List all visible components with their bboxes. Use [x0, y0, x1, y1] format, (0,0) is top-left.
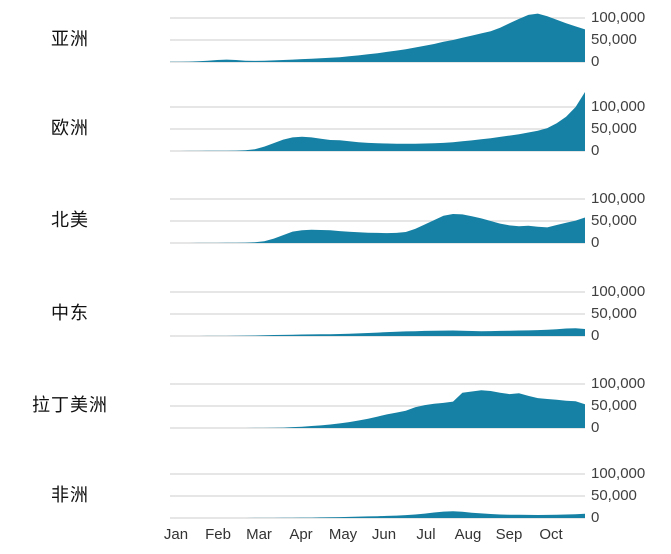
- region-label-africa: 非洲: [51, 485, 89, 505]
- y-tick-100000: 100,000: [591, 9, 646, 26]
- chart-row-africa: 非洲 100,000 50,000 0: [0, 458, 671, 526]
- region-label-middle-east: 中东: [51, 303, 89, 323]
- region-label-north-america: 北美: [51, 210, 89, 230]
- y-tick-0: 0: [591, 327, 600, 344]
- month-label-sep: Sep: [495, 526, 523, 543]
- y-tick-100000: 100,000: [591, 190, 646, 207]
- month-label-jun: Jun: [371, 526, 397, 543]
- y-axis-ticks: 100,000 50,000 0: [591, 281, 645, 347]
- y-axis-ticks: 100,000 50,000 0: [591, 7, 645, 73]
- area-plot-latin-america: [170, 383, 585, 429]
- y-tick-100000: 100,000: [591, 465, 646, 482]
- month-label-oct: Oct: [539, 526, 563, 543]
- y-tick-50000: 50,000: [591, 31, 637, 48]
- y-tick-0: 0: [591, 142, 600, 159]
- y-tick-100000: 100,000: [591, 283, 646, 300]
- y-tick-50000: 50,000: [591, 120, 637, 137]
- y-tick-100000: 100,000: [591, 375, 646, 392]
- month-label-apr: Apr: [289, 526, 313, 543]
- y-axis-ticks: 100,000 50,000 0: [591, 373, 645, 439]
- month-label-feb: Feb: [205, 526, 231, 543]
- y-tick-50000: 50,000: [591, 487, 637, 504]
- chart-row-asia: 亚洲 100,000 50,000 0: [0, 2, 671, 70]
- month-label-jan: Jan: [163, 526, 189, 543]
- region-label-latin-america: 拉丁美洲: [32, 395, 108, 415]
- y-tick-50000: 50,000: [591, 397, 637, 414]
- y-tick-50000: 50,000: [591, 212, 637, 229]
- month-label-aug: Aug: [454, 526, 482, 543]
- area-plot-middle-east: [170, 291, 585, 337]
- chart-row-europe: 欧洲 100,000 50,000 0: [0, 91, 671, 159]
- x-axis-month-labels: Jan Feb Mar Apr May Jun Jul Aug Sep Oct: [0, 524, 671, 546]
- area-plot-africa: [170, 473, 585, 519]
- chart-row-latin-america: 拉丁美洲 100,000 50,000 0: [0, 368, 671, 436]
- y-axis-ticks: 100,000 50,000 0: [591, 463, 645, 529]
- y-tick-0: 0: [591, 419, 600, 436]
- y-tick-0: 0: [591, 234, 600, 251]
- month-label-jul: Jul: [416, 526, 436, 543]
- y-tick-50000: 50,000: [591, 305, 637, 322]
- y-tick-100000: 100,000: [591, 98, 646, 115]
- month-label-mar: Mar: [246, 526, 272, 543]
- month-label-may: May: [328, 526, 358, 543]
- region-label-asia: 亚洲: [51, 29, 89, 49]
- chart-row-north-america: 北美 100,000 50,000 0: [0, 183, 671, 251]
- y-tick-0: 0: [591, 509, 600, 526]
- area-plot-asia: [170, 13, 585, 63]
- y-axis-ticks: 100,000 50,000 0: [591, 96, 645, 162]
- region-label-europe: 欧洲: [51, 118, 89, 138]
- chart-row-middle-east: 中东 100,000 50,000 0: [0, 276, 671, 344]
- y-tick-0: 0: [591, 53, 600, 70]
- y-axis-ticks: 100,000 50,000 0: [591, 188, 645, 254]
- area-plot-north-america: [170, 198, 585, 244]
- area-plot-europe: [170, 92, 585, 152]
